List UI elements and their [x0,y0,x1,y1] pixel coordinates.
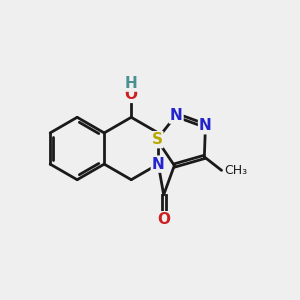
Text: CH₃: CH₃ [224,164,247,177]
Text: N: N [199,118,212,133]
Text: H: H [125,76,138,91]
Text: S: S [152,132,162,147]
Text: N: N [170,108,182,123]
Text: N: N [152,157,165,172]
Text: O: O [157,212,170,227]
Text: O: O [125,87,138,102]
